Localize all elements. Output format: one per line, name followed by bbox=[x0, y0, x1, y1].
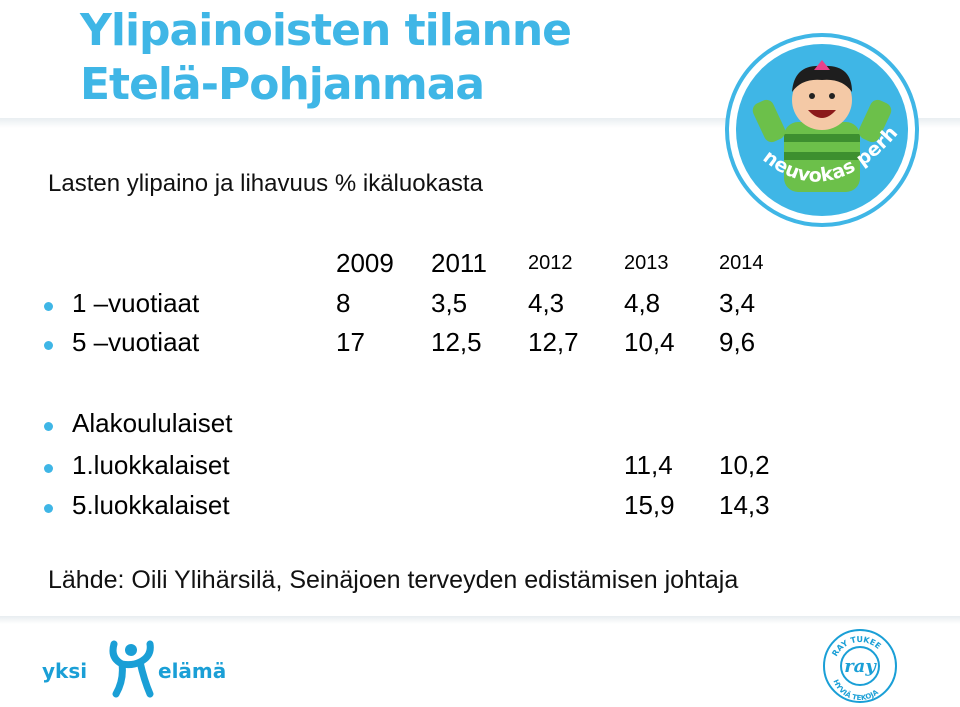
table-subtitle: Lasten ylipaino ja lihavuus % ikäluokast… bbox=[48, 170, 483, 197]
cell: 10,2 bbox=[719, 450, 770, 480]
cell: 10,4 bbox=[624, 327, 675, 357]
bullet-icon bbox=[44, 464, 53, 473]
table-row: 1 –vuotiaat 8 3,5 4,3 4,8 3,4 bbox=[0, 288, 960, 324]
table-row: 5.luokkalaiset 15,9 14,3 bbox=[0, 490, 960, 526]
neuvokas-perhe-logo: neuvokas perhe bbox=[722, 30, 919, 227]
bullet-icon bbox=[44, 504, 53, 513]
ray-logo: RAY TUKEE HYVIÄ TEKOJA ray bbox=[823, 629, 897, 703]
source-note: Lähde: Oili Ylihärsilä, Seinäjoen tervey… bbox=[48, 566, 739, 594]
elama-text: elämä bbox=[158, 659, 226, 683]
bullet-icon bbox=[44, 341, 53, 350]
cell: 12,7 bbox=[528, 327, 579, 357]
header-divider bbox=[0, 118, 960, 128]
year-2013: 2013 bbox=[624, 252, 669, 274]
year-header-row: 2009 2011 2012 2013 2014 bbox=[0, 248, 960, 284]
table-row: 5 –vuotiaat 17 12,5 12,7 10,4 9,6 bbox=[0, 327, 960, 363]
cell: 3,5 bbox=[431, 288, 468, 318]
ray-center-text: ray bbox=[844, 656, 877, 677]
year-2012: 2012 bbox=[528, 252, 573, 274]
row-label: 1 –vuotiaat bbox=[72, 288, 200, 318]
year-2011: 2011 bbox=[431, 248, 487, 278]
cell: 4,8 bbox=[624, 288, 661, 318]
cell: 17 bbox=[336, 327, 365, 357]
list-item: Alakoululaiset bbox=[0, 408, 960, 444]
cell: 3,4 bbox=[719, 288, 756, 318]
row-label: 1.luokkalaiset bbox=[72, 450, 230, 480]
yksi-text: yksi bbox=[42, 659, 87, 683]
cell: 9,6 bbox=[719, 327, 756, 357]
cell: 12,5 bbox=[431, 327, 482, 357]
cell: 14,3 bbox=[719, 490, 770, 520]
cell: 8 bbox=[336, 288, 351, 318]
slide-title: Ylipainoisten tilanne Etelä-Pohjanmaa bbox=[80, 5, 572, 110]
footer-divider bbox=[0, 616, 960, 624]
table-row: 1.luokkalaiset 11,4 10,2 bbox=[0, 450, 960, 486]
row-label: 5 –vuotiaat bbox=[72, 327, 200, 357]
school-heading: Alakoululaiset bbox=[72, 408, 233, 438]
cell: 4,3 bbox=[528, 288, 565, 318]
cell: 11,4 bbox=[624, 450, 673, 480]
yksi-elama-logo: yksi elämä bbox=[42, 640, 226, 698]
bullet-icon bbox=[44, 302, 53, 311]
bullet-icon bbox=[44, 422, 53, 431]
year-2014: 2014 bbox=[719, 252, 764, 274]
year-2009: 2009 bbox=[336, 248, 394, 278]
cell: 15,9 bbox=[624, 490, 675, 520]
row-label: 5.luokkalaiset bbox=[72, 490, 230, 520]
